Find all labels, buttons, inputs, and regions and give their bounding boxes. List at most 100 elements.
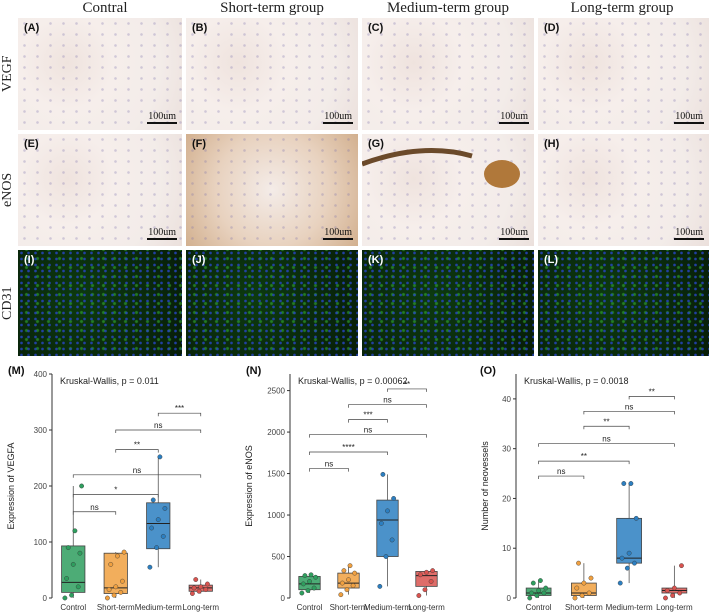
y-tick-label: 2000 [267, 428, 285, 437]
significance-label: ns [364, 426, 372, 435]
micrograph-enos-short-term: (F) 100um [186, 134, 358, 246]
data-point [377, 583, 383, 589]
panel-label: (B) [192, 22, 208, 34]
row-header-vegf: VEGF [0, 55, 15, 93]
data-point [64, 575, 69, 581]
scale-bar: 100um [323, 111, 353, 124]
column-header-control: Contral [82, 0, 128, 16]
data-point [72, 528, 78, 534]
y-axis-label: Expression of VEGFA [6, 442, 16, 529]
significance-bracket [583, 425, 630, 430]
fluorescence-cd31-long-term: (L) [538, 250, 709, 356]
scale-bar: 100um [147, 227, 177, 240]
x-tick-label: Medium-term [135, 603, 182, 612]
data-point [572, 595, 578, 601]
data-point [346, 577, 351, 583]
significance-label: ** [603, 417, 609, 426]
micrograph-vegf-short-term: (B) 100um [186, 18, 358, 130]
significance-label: ** [134, 441, 140, 450]
data-point [196, 588, 202, 594]
data-point [529, 590, 534, 596]
scale-bar: 100um [499, 111, 529, 124]
significance-label: *** [175, 404, 184, 413]
data-point [527, 595, 533, 601]
scale-bar: 100um [147, 111, 177, 124]
data-point [120, 578, 125, 584]
scale-bar: 100um [674, 227, 704, 240]
data-point [422, 587, 428, 593]
significance-bracket [538, 475, 585, 480]
data-point [677, 590, 683, 596]
data-point [154, 545, 159, 551]
data-point [430, 568, 436, 574]
data-point [380, 471, 386, 477]
y-tick-label: 1000 [267, 511, 285, 520]
data-point [352, 570, 358, 576]
row-header-enos: eNOS [0, 172, 15, 208]
significance-bracket [583, 410, 675, 415]
data-point [65, 545, 71, 551]
data-point [617, 580, 623, 586]
kruskal-wallis-title: Kruskal-Wallis, p = 0.011 [60, 376, 159, 386]
significance-bracket [309, 468, 349, 472]
significance-bracket [72, 474, 202, 478]
data-point [299, 590, 305, 596]
micrograph-vegf-control: (A) 100um [18, 18, 182, 130]
data-point [341, 568, 347, 574]
data-point [339, 580, 345, 586]
significance-bracket [387, 388, 427, 392]
panel-label: (D) [544, 22, 560, 34]
y-tick-label: 400 [34, 370, 48, 379]
data-point [108, 561, 114, 567]
data-point [626, 550, 632, 556]
y-tick-label: 1500 [267, 470, 285, 479]
data-point [111, 592, 117, 598]
box-medium-term [616, 517, 642, 564]
data-point [160, 533, 166, 539]
data-point [574, 585, 580, 591]
data-point [313, 574, 319, 580]
significance-bracket [348, 419, 388, 423]
box-control [61, 545, 86, 593]
data-point [632, 560, 637, 566]
data-point [534, 593, 540, 598]
data-point [344, 587, 350, 593]
significance-bracket [115, 449, 159, 453]
x-tick-label: Medium-term [606, 603, 653, 612]
scale-bar: 100um [674, 111, 704, 124]
micrograph-enos-control: (E) 100um [18, 134, 182, 246]
data-point [541, 590, 547, 596]
micrograph-vegf-long-term: (D) 100um [538, 18, 709, 130]
data-point [536, 588, 542, 593]
data-point [633, 515, 639, 521]
data-point [621, 481, 627, 486]
data-point [311, 585, 317, 591]
y-tick-label: 20 [502, 494, 511, 503]
data-point [79, 483, 84, 489]
data-point [150, 497, 156, 503]
kruskal-wallis-title: Kruskal-Wallis, p = 0.0018 [524, 376, 628, 386]
y-tick-label: 40 [502, 395, 511, 404]
significance-bracket [348, 404, 427, 408]
data-point [205, 581, 210, 587]
micrograph-enos-long-term: (H) 100um [538, 134, 709, 246]
y-tick-label: 500 [272, 553, 286, 562]
y-tick-label: 0 [507, 594, 512, 603]
data-point [679, 563, 684, 569]
data-point [576, 560, 581, 566]
data-point [378, 520, 384, 526]
row-header-cd31: CD31 [0, 286, 15, 320]
significance-label: ns [90, 503, 98, 512]
significance-bracket [115, 429, 202, 433]
significance-bracket [628, 396, 675, 400]
significance-bracket [538, 460, 630, 465]
significance-label: ** [581, 452, 587, 461]
significance-label: * [114, 485, 117, 494]
panel-label: (I) [24, 254, 35, 266]
y-tick-label: 10 [502, 544, 511, 553]
data-point [664, 588, 670, 593]
data-point [305, 588, 311, 593]
plot-panel-label: (N) [246, 365, 262, 377]
significance-bracket [72, 494, 159, 498]
y-axis-label: Expression of eNOS [244, 445, 254, 527]
